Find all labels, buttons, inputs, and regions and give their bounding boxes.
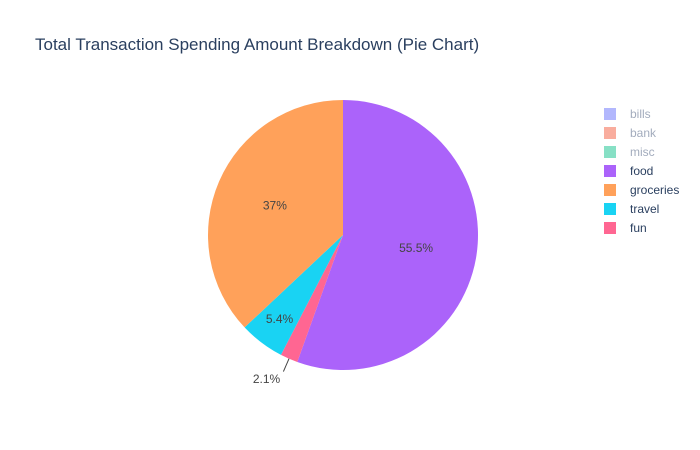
slice-label-travel: 5.4% bbox=[266, 312, 294, 326]
legend-label-misc: misc bbox=[630, 145, 655, 159]
legend-item-bank[interactable]: bank bbox=[604, 126, 657, 140]
legend-swatch-fun bbox=[604, 222, 616, 234]
slice-leader-fun bbox=[282, 358, 290, 372]
pie-slice-travel[interactable] bbox=[244, 235, 343, 355]
pie-slice-labels: 55.5% 2.1% 5.4% 37% bbox=[253, 199, 434, 386]
pie-slice-food[interactable] bbox=[297, 100, 478, 371]
legend-swatch-travel bbox=[604, 203, 616, 215]
legend-item-groceries[interactable]: groceries bbox=[604, 183, 679, 197]
legend-swatch-groceries bbox=[604, 184, 616, 196]
pie-slice-groceries[interactable] bbox=[208, 100, 343, 328]
legend-item-misc[interactable]: misc bbox=[604, 145, 655, 159]
legend-item-travel[interactable]: travel bbox=[604, 202, 659, 216]
slice-label-groceries: 37% bbox=[263, 199, 287, 213]
legend-label-bank: bank bbox=[630, 126, 657, 140]
legend-swatch-bills bbox=[604, 108, 616, 120]
chart-title: Total Transaction Spending Amount Breakd… bbox=[35, 35, 479, 54]
legend-swatch-bank bbox=[604, 127, 616, 139]
legend-item-food[interactable]: food bbox=[604, 164, 653, 178]
legend-item-fun[interactable]: fun bbox=[604, 221, 647, 235]
slice-label-fun: 2.1% bbox=[253, 372, 281, 386]
legend-label-bills: bills bbox=[630, 107, 651, 121]
legend-label-fun: fun bbox=[630, 221, 647, 235]
legend-label-travel: travel bbox=[630, 202, 659, 216]
legend-swatch-food bbox=[604, 165, 616, 177]
legend-label-groceries: groceries bbox=[630, 183, 679, 197]
legend: bills bank misc food groceries travel fun bbox=[604, 107, 679, 235]
legend-label-food: food bbox=[630, 164, 653, 178]
legend-swatch-misc bbox=[604, 146, 616, 158]
legend-item-bills[interactable]: bills bbox=[604, 107, 651, 121]
pie-slice-fun[interactable] bbox=[280, 235, 343, 363]
slice-label-food: 55.5% bbox=[399, 241, 433, 255]
pie-slices bbox=[208, 100, 478, 371]
